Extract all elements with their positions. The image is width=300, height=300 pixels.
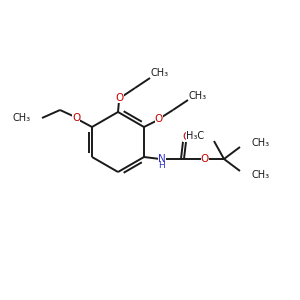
Text: H: H bbox=[159, 161, 165, 170]
Text: CH₃: CH₃ bbox=[13, 113, 31, 123]
Text: N: N bbox=[158, 154, 166, 164]
Text: O: O bbox=[201, 154, 209, 164]
Text: O: O bbox=[155, 114, 163, 124]
Text: O: O bbox=[116, 93, 124, 103]
Text: H₃C: H₃C bbox=[186, 131, 204, 141]
Text: CH₃: CH₃ bbox=[189, 91, 207, 101]
Text: O: O bbox=[183, 132, 191, 142]
Text: CH₃: CH₃ bbox=[151, 68, 169, 78]
Text: CH₃: CH₃ bbox=[252, 170, 270, 180]
Text: CH₃: CH₃ bbox=[252, 138, 270, 148]
Text: O: O bbox=[72, 113, 80, 123]
